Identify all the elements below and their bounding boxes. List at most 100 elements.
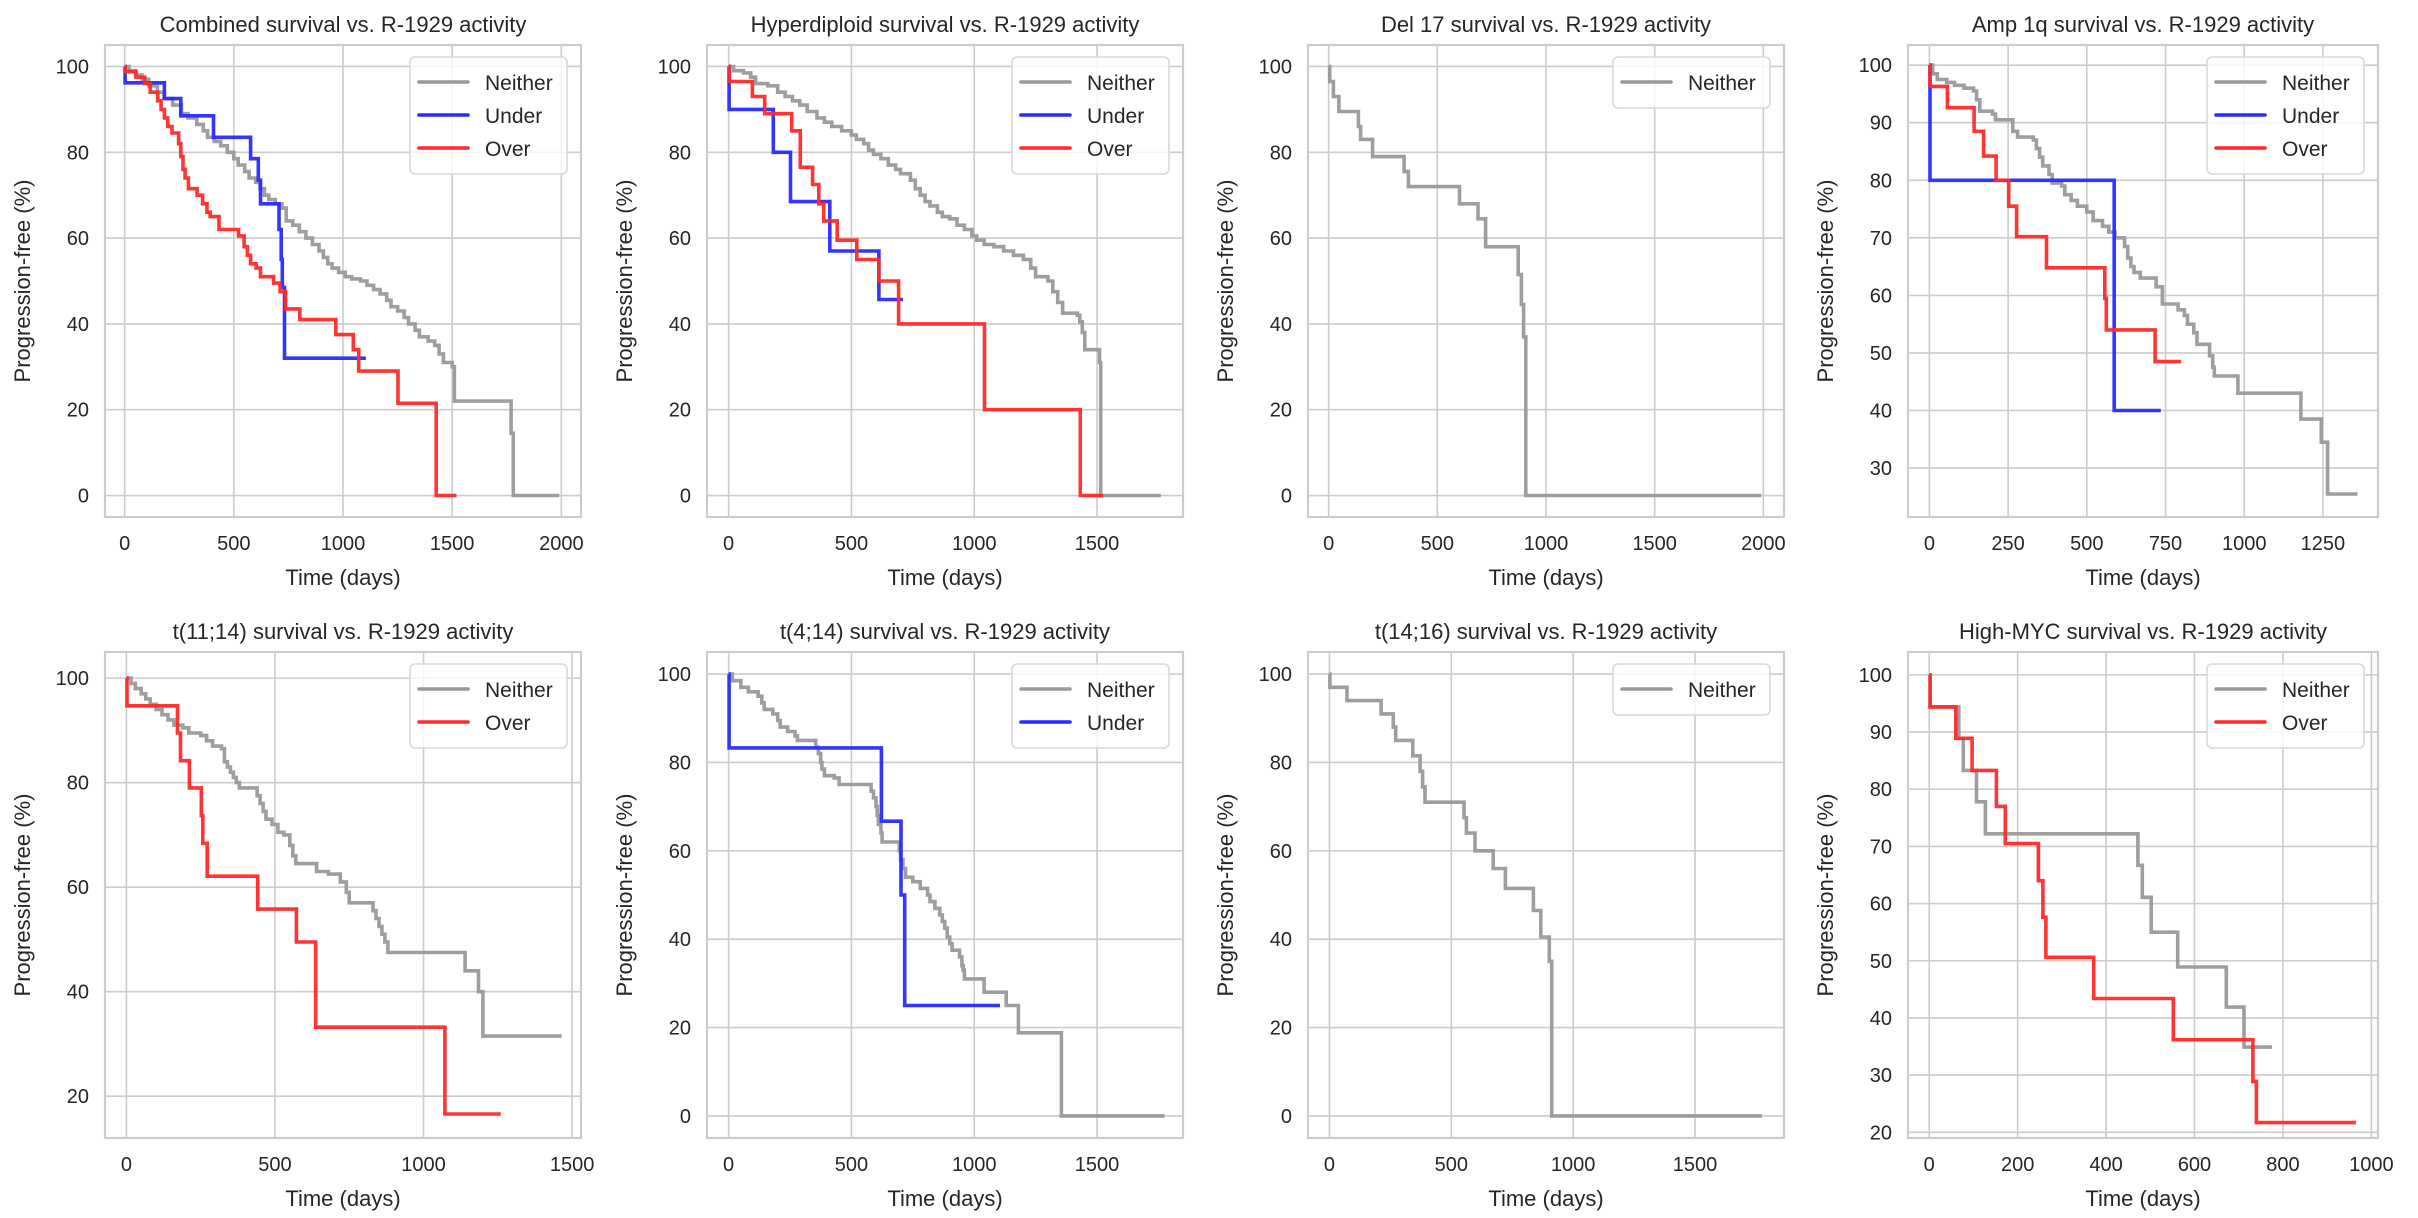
legend-box [1011, 663, 1170, 749]
y-tick-label: 50 [1870, 951, 1892, 973]
y-tick-label: 0 [78, 486, 89, 508]
legend-label-under: Under [2282, 105, 2339, 128]
axes-frame [1306, 650, 1786, 1140]
y-tick-label: 40 [1270, 929, 1292, 951]
x-tick-label: 1000 [401, 1154, 446, 1176]
panel-del-17: 0 500 1000 1500 2000 0 20 40 60 80 100 Del 17 survi… [1213, 12, 1786, 590]
y-tick-label: 60 [67, 877, 89, 899]
legend-box [2206, 663, 2365, 749]
legend: Neither Under Over [409, 56, 568, 175]
x-axis-label: Time (days) [285, 1186, 400, 1211]
y-tick-label: 60 [1270, 841, 1292, 863]
y-tick-label: 40 [1270, 314, 1292, 336]
x-tick-label: 0 [723, 1154, 734, 1176]
y-axis-label: Progression-free (%) [1813, 794, 1838, 997]
panel-title: t(4;14) survival vs. R-1929 activity [780, 619, 1110, 644]
legend: Neither Over [409, 663, 568, 749]
y-tick-label: 0 [680, 1106, 691, 1128]
survival-curve-over [727, 64, 1104, 498]
x-tick-label: 0 [1324, 1154, 1335, 1176]
survival-curve-over [1928, 63, 2182, 364]
y-tick-label: 60 [669, 228, 691, 250]
x-axis-label: Time (days) [1488, 1186, 1603, 1211]
survival-curve-neither [1328, 672, 1763, 1118]
y-tick-label: 20 [669, 400, 691, 422]
x-tick-label: 1500 [550, 1154, 595, 1176]
legend: Neither Under Over [2206, 56, 2365, 175]
x-tick-label: 1000 [321, 533, 366, 555]
x-tick-label: 2000 [539, 533, 584, 555]
x-tick-label: 750 [2149, 533, 2182, 555]
y-tick-label: 20 [67, 400, 89, 422]
legend-label-neither: Neither [2282, 679, 2350, 702]
panel-title: Combined survival vs. R-1929 activity [160, 12, 527, 37]
x-tick-label: 1000 [1551, 1154, 1596, 1176]
legend: Neither Over [2206, 663, 2365, 749]
y-axis-label: Progression-free (%) [612, 794, 637, 997]
plot-area [1308, 652, 1784, 1138]
y-tick-label: 0 [680, 486, 691, 508]
y-tick-label: 20 [1270, 1018, 1292, 1040]
survival-curve-under [727, 672, 1000, 1008]
y-tick-label: 60 [1870, 894, 1892, 916]
x-tick-label: 250 [1991, 533, 2024, 555]
legend-box [409, 663, 568, 749]
legend-label-neither: Neither [2282, 72, 2350, 95]
y-axis-label: Progression-free (%) [10, 180, 35, 383]
survival-curve-over [1928, 673, 2356, 1125]
panel-title: Hyperdiploid survival vs. R-1929 activit… [751, 12, 1140, 37]
y-tick-label: 100 [1259, 56, 1292, 78]
panel-high-myc: 0 200 400 600 800 1000 20 30 40 50 60 70 80 90 100 High… [1813, 619, 2394, 1211]
x-tick-label: 1000 [1524, 533, 1569, 555]
panel-t-4-14: 0 500 1000 1500 0 20 40 60 80 100 t(4;14) survival… [612, 619, 1185, 1211]
y-tick-label: 90 [1870, 722, 1892, 744]
axes-frame [1906, 650, 2380, 1140]
y-tick-label: 80 [67, 773, 89, 795]
axes-frame [705, 650, 1185, 1140]
x-tick-label: 1000 [2222, 533, 2267, 555]
x-axis-label: Time (days) [1488, 565, 1603, 590]
x-tick-label: 0 [1924, 1154, 1935, 1176]
axes-frame [1906, 43, 2380, 519]
y-tick-label: 70 [1870, 228, 1892, 250]
y-tick-label: 20 [669, 1018, 691, 1040]
legend-box [1612, 663, 1771, 716]
legend-label-over: Over [2282, 712, 2328, 735]
legend: Neither Under [1011, 663, 1170, 749]
x-tick-label: 500 [217, 533, 250, 555]
x-tick-label: 500 [2070, 533, 2103, 555]
legend-label-under: Under [1087, 105, 1144, 128]
y-tick-label: 60 [67, 228, 89, 250]
y-tick-label: 80 [1270, 752, 1292, 774]
y-tick-label: 40 [669, 929, 691, 951]
y-tick-label: 90 [1870, 113, 1892, 135]
x-axis-label: Time (days) [887, 565, 1002, 590]
legend-label-over: Over [485, 712, 531, 735]
survival-curve-under [123, 64, 366, 360]
survival-curve-neither [1929, 63, 2358, 496]
y-axis-label: Progression-free (%) [1813, 180, 1838, 383]
y-tick-label: 100 [56, 668, 89, 690]
axes-frame [1306, 43, 1786, 519]
x-tick-label: 1500 [430, 533, 475, 555]
survival-curve-neither [728, 64, 1161, 498]
x-tick-label: 0 [1323, 533, 1334, 555]
legend-label-neither: Neither [1688, 679, 1756, 702]
legend: Neither [1612, 663, 1771, 716]
y-tick-label: 30 [1870, 1065, 1892, 1087]
panel-title: Amp 1q survival vs. R-1929 activity [1972, 12, 2314, 37]
y-tick-label: 80 [1870, 170, 1892, 192]
legend-box [2206, 56, 2365, 175]
y-tick-label: 80 [1270, 142, 1292, 164]
x-tick-label: 500 [835, 1154, 868, 1176]
y-tick-label: 20 [67, 1086, 89, 1108]
legend-label-over: Over [1087, 138, 1133, 161]
x-tick-label: 400 [2089, 1154, 2122, 1176]
x-tick-label: 1500 [1075, 1154, 1120, 1176]
y-tick-label: 80 [1870, 779, 1892, 801]
y-tick-label: 40 [1870, 1008, 1892, 1030]
x-tick-label: 0 [1924, 533, 1935, 555]
y-tick-label: 50 [1870, 343, 1892, 365]
x-tick-label: 500 [835, 533, 868, 555]
